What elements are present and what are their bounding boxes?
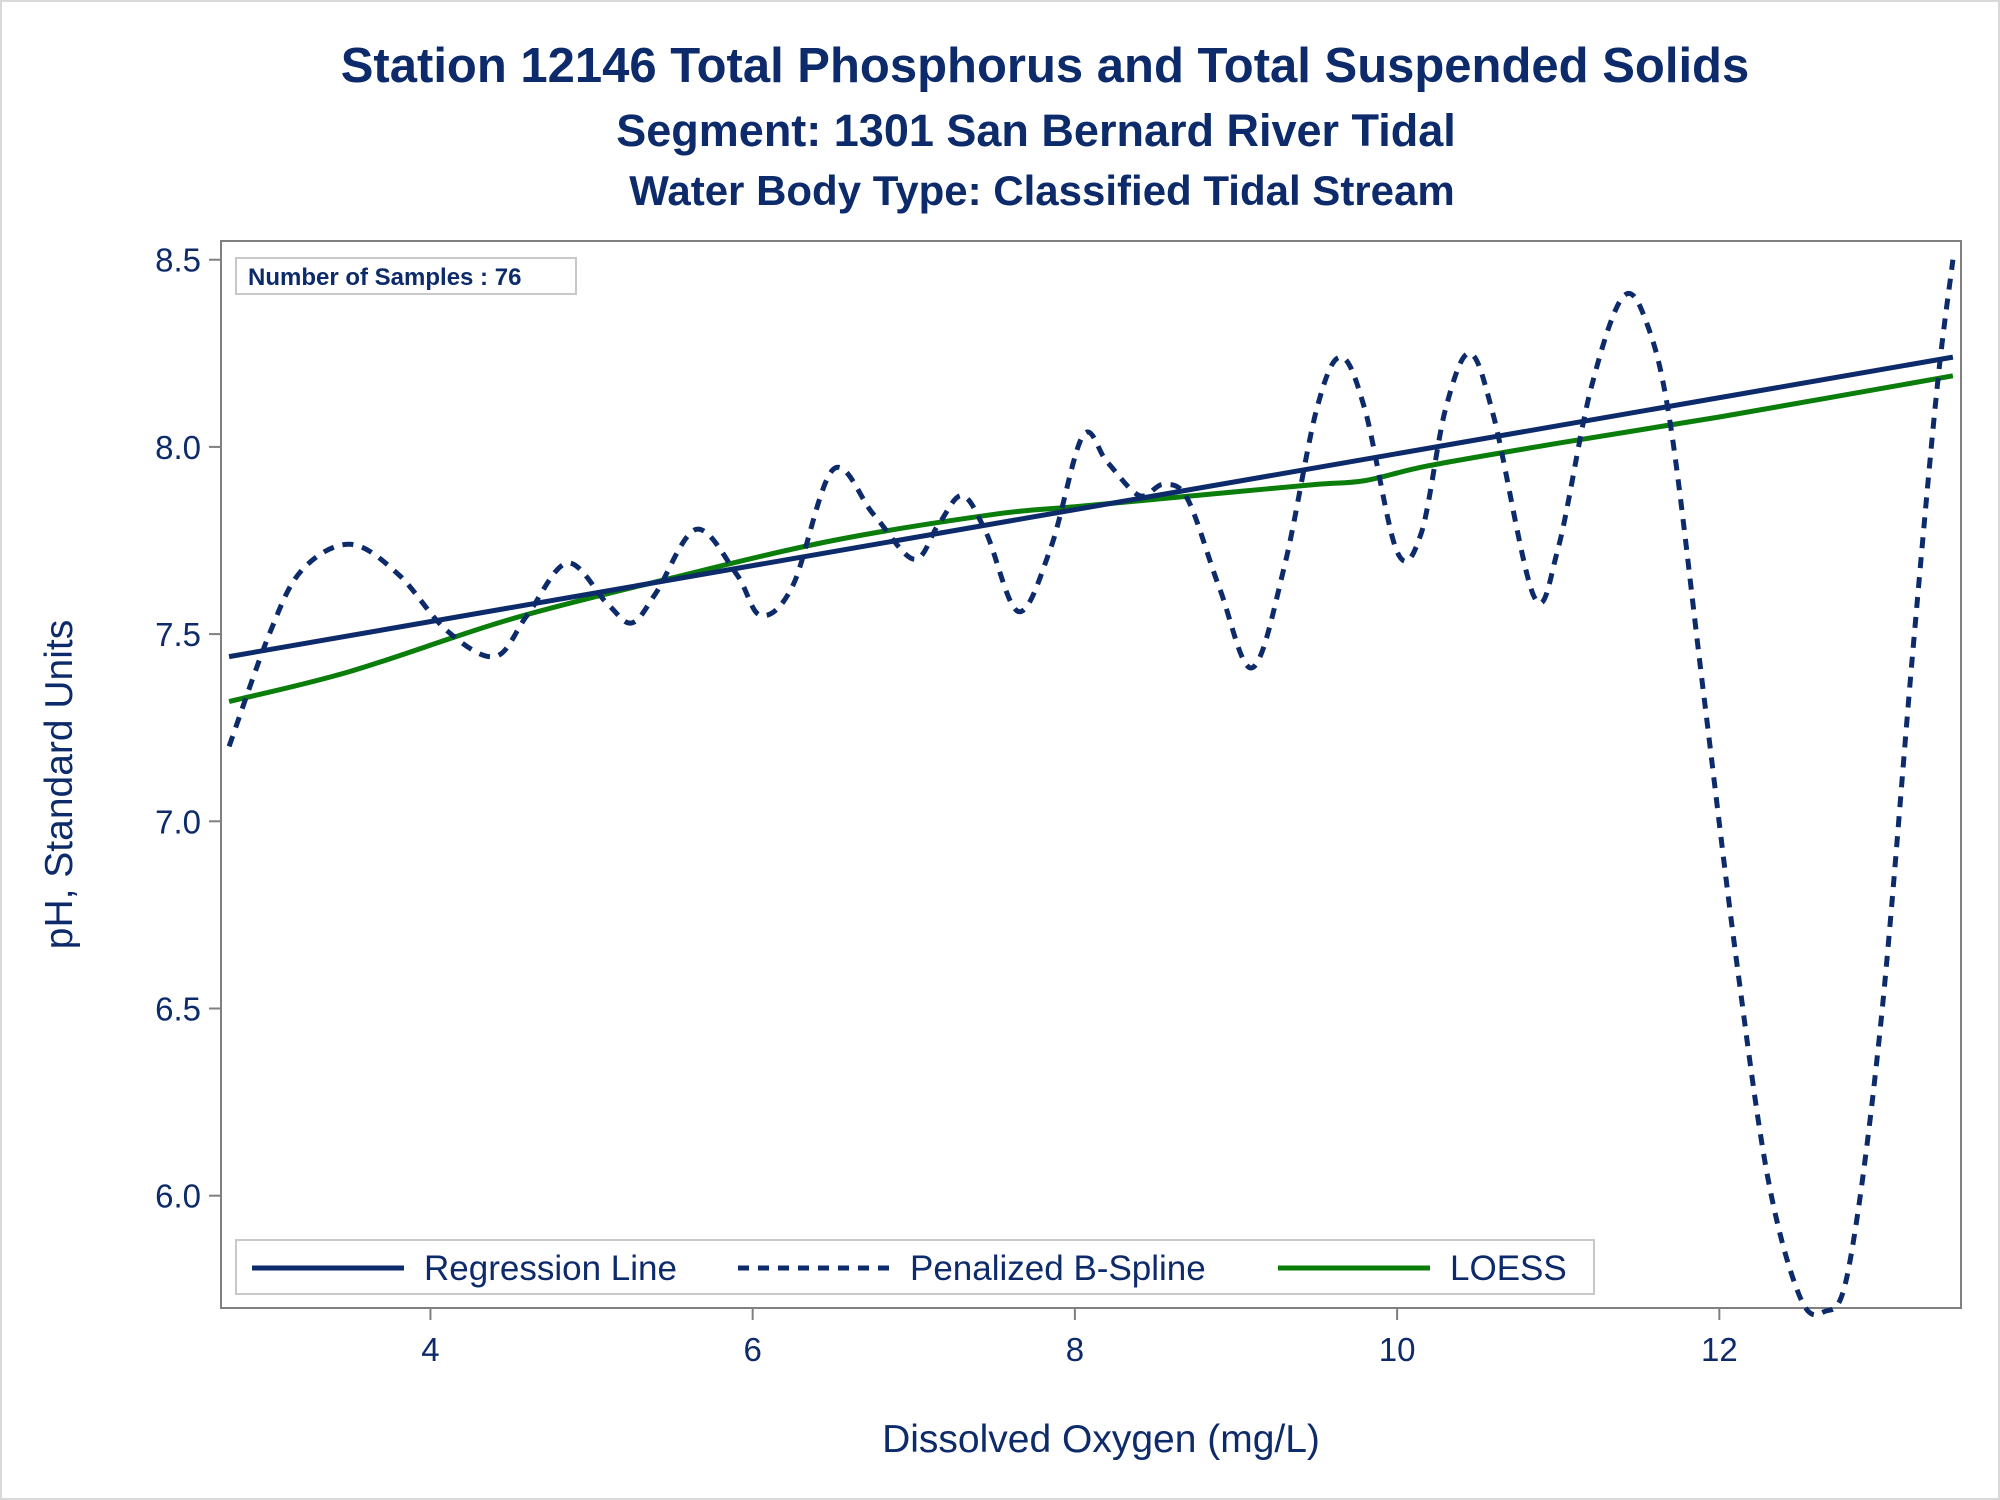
plot-area xyxy=(220,240,1962,1309)
x-tick-label: 10 xyxy=(1379,1331,1416,1368)
sample-count-label: Number of Samples : 76 xyxy=(248,264,521,291)
sample-count-annotation: Number of Samples : 76 xyxy=(235,257,577,295)
x-tick-label: 8 xyxy=(1066,1331,1084,1368)
series-line-loess xyxy=(228,373,1954,704)
y-tick-label: 7.5 xyxy=(155,616,201,653)
x-axis: 4 6 8 10 12 xyxy=(421,1308,1738,1368)
x-tick-label: 4 xyxy=(421,1331,439,1368)
legend-label: LOESS xyxy=(1450,1249,1567,1288)
series-line-regression-line xyxy=(228,354,1954,660)
legend-label: Penalized B-Spline xyxy=(910,1249,1206,1288)
legend-label: Regression Line xyxy=(424,1249,677,1288)
series-line-penalized-b-spline xyxy=(226,259,1956,1318)
y-tick-label: 7.0 xyxy=(155,803,201,840)
y-tick-label: 8.0 xyxy=(155,429,201,466)
y-tick-label: 8.5 xyxy=(155,242,201,279)
y-axis: 6.0 6.5 7.0 7.5 8.0 8.5 xyxy=(155,242,221,1215)
x-axis-label: Dissolved Oxygen (mg/L) xyxy=(882,1418,1320,1461)
chart-subtitle: Segment: 1301 San Bernard River Tidal xyxy=(616,105,1456,156)
y-axis-label: pH, Standard Units xyxy=(38,620,81,950)
x-tick-label: 6 xyxy=(743,1331,761,1368)
sample-count-box xyxy=(235,257,577,295)
y-tick-label: 6.5 xyxy=(155,990,201,1027)
y-tick-label: 6.0 xyxy=(155,1178,201,1215)
chart-title: Station 12146 Total Phosphorus and Total… xyxy=(340,39,1750,93)
x-tick-label: 12 xyxy=(1701,1331,1738,1368)
series-layer xyxy=(226,259,1956,1318)
chart-subtitle-2: Water Body Type: Classified Tidal Stream xyxy=(629,167,1455,214)
legend: Regression Line Penalized B-Spline LOESS xyxy=(235,1239,1595,1295)
legend-items: Regression Line Penalized B-Spline LOESS xyxy=(252,1249,1567,1288)
